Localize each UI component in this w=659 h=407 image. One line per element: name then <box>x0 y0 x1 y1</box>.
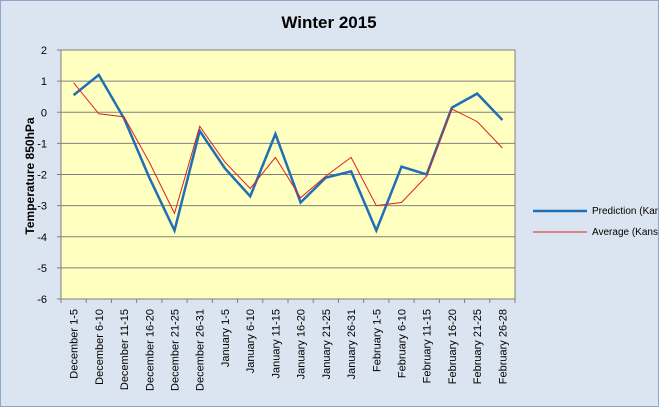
legend-label-average: Average (Kansas) <box>592 227 658 238</box>
x-tick-label: January 26-31 <box>346 309 358 379</box>
x-tick-label: December 1-5 <box>69 309 81 379</box>
x-tick-label: January 16-20 <box>296 309 308 379</box>
y-axis-label: Temperature 850hPa <box>23 117 37 234</box>
y-tick-label: -2 <box>37 170 47 182</box>
x-tick-label: December 16-20 <box>144 309 156 391</box>
y-tick-label: -1 <box>37 138 47 150</box>
legend-label-prediction: Prediction (Kansas) <box>592 206 658 217</box>
legend: Prediction (Kansas) Average (Kansas) <box>533 206 658 238</box>
x-tick-label: December 26-31 <box>195 309 207 391</box>
x-tick-label: February 11-15 <box>422 309 434 383</box>
x-tick-label: February 16-20 <box>447 309 459 384</box>
x-axis-ticks: December 1-5 December 6-10 December 11-15 D… <box>60 299 516 391</box>
x-tick-label: January 11-15 <box>270 309 282 379</box>
y-tick-label: -6 <box>37 294 47 306</box>
x-tick-label: February 26-28 <box>497 309 509 384</box>
x-tick-label: January 21-25 <box>321 309 333 379</box>
y-tick-label: 2 <box>41 45 47 57</box>
chart-title: Winter 2015 <box>281 13 376 32</box>
x-tick-label: January 6-10 <box>245 309 257 373</box>
y-tick-label: 1 <box>41 76 47 88</box>
series-lines <box>72 73 504 235</box>
x-tick-label: December 21-25 <box>170 309 182 391</box>
x-tick-label: December 11-15 <box>119 309 131 390</box>
y-tick-label: 0 <box>41 107 47 119</box>
y-axis-ticks: 2 1 0 -1 -2 -3 -4 -5 -6 <box>37 45 61 306</box>
x-tick-label: February 1-5 <box>371 309 383 372</box>
series-line-average <box>73 82 503 215</box>
y-tick-label: -4 <box>37 232 47 244</box>
y-tick-label: -5 <box>37 263 47 275</box>
x-tick-label: January 1-5 <box>220 309 232 367</box>
y-tick-label: -3 <box>37 201 47 213</box>
x-tick-label: February 21-25 <box>472 309 484 384</box>
series-line-prediction <box>72 73 504 235</box>
x-tick-label: December 6-10 <box>94 309 106 385</box>
x-tick-label: February 6-10 <box>397 309 409 378</box>
